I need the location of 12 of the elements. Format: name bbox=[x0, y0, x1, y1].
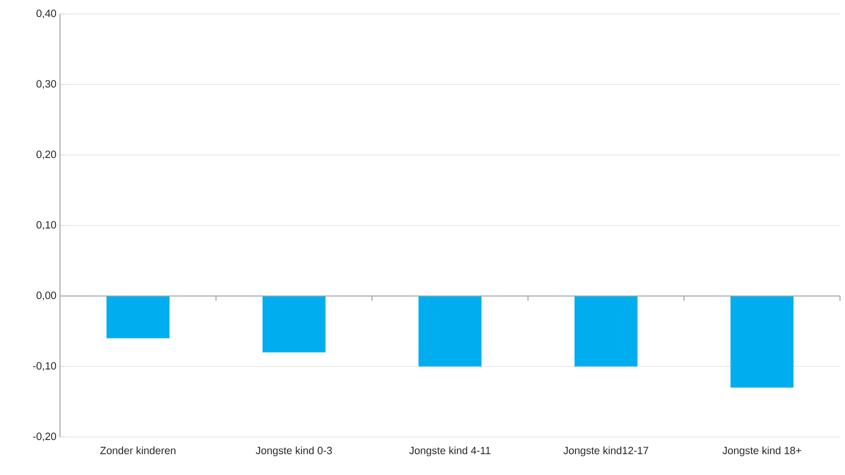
y-tick-label: 0,30 bbox=[36, 80, 56, 89]
y-tick-label: 0,20 bbox=[36, 150, 56, 160]
x-tick-label: Zonder kinderen bbox=[100, 446, 176, 454]
x-tick-label: Jongste kind 4-11 bbox=[409, 446, 490, 456]
y-tick-label: -0,10 bbox=[33, 362, 56, 371]
x-tick-label: Jongste kind12-17 bbox=[563, 446, 648, 456]
y-tick-label: -0,20 bbox=[33, 432, 56, 442]
y-tick-label: 0,40 bbox=[36, 10, 56, 18]
x-tick-label: Jongste kind 18+ bbox=[722, 446, 802, 456]
y-tick-label: 0,00 bbox=[36, 292, 56, 300]
y-tick-label: 0,10 bbox=[36, 221, 56, 230]
x-tick-label: Jongste kind 0-3 bbox=[256, 446, 332, 456]
